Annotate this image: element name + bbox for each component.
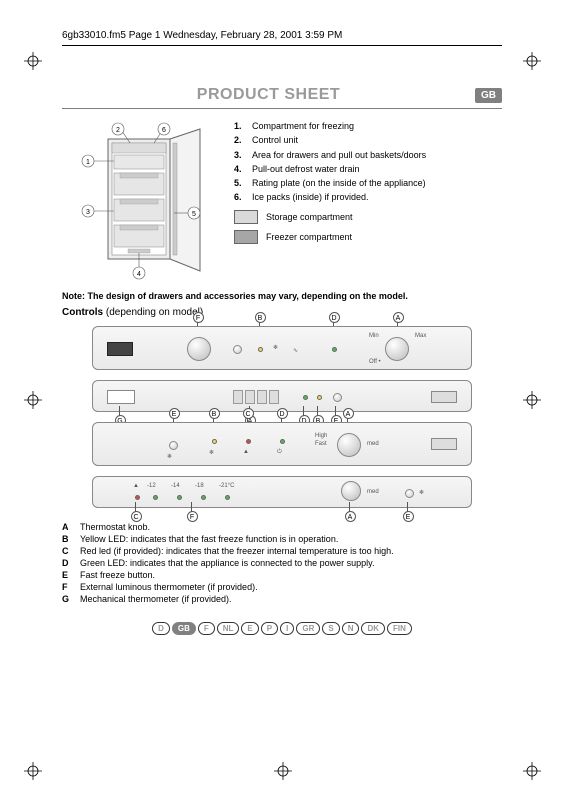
badge-box xyxy=(431,438,457,450)
led-green xyxy=(280,439,285,444)
led-green xyxy=(201,495,206,500)
led-green xyxy=(303,395,308,400)
cropmark-tl xyxy=(24,52,42,70)
control-panels: F B D A ❄ ∿ Min Max Off • xyxy=(62,326,502,508)
legend-storage: Storage compartment xyxy=(234,210,502,224)
part-row: 3.Area for drawers and pull out baskets/… xyxy=(234,150,502,161)
knob-thermostat xyxy=(337,433,361,457)
title-rule xyxy=(62,108,502,109)
badge-box xyxy=(107,390,135,404)
top-section: 1 2 3 4 5 6 1.Compartment for freezing 2… xyxy=(62,121,502,281)
language-pill-p: P xyxy=(261,622,278,635)
file-header: 6gb33010.fm5 Page 1 Wednesday, February … xyxy=(62,30,502,41)
thermometer-display xyxy=(107,342,133,356)
svg-text:5: 5 xyxy=(192,211,196,218)
language-pill-f: F xyxy=(198,622,215,635)
badge-box xyxy=(431,391,457,403)
led-green xyxy=(332,347,337,352)
language-badge: GB xyxy=(475,88,502,103)
legend-freezer: Freezer compartment xyxy=(234,230,502,244)
led-green xyxy=(153,495,158,500)
header-rule xyxy=(62,45,502,46)
part-row: 5.Rating plate (on the inside of the app… xyxy=(234,178,502,189)
part-row: 4.Pull-out defrost water drain xyxy=(234,164,502,175)
language-pill-s: S xyxy=(322,622,339,635)
led-yellow xyxy=(258,347,263,352)
language-pill-fin: FIN xyxy=(387,622,412,635)
language-pill-n: N xyxy=(342,622,360,635)
svg-text:4: 4 xyxy=(137,271,141,278)
legend-row: BYellow LED: indicates that the fast fre… xyxy=(62,534,502,544)
cropmark-mr xyxy=(523,391,541,409)
language-pill-d: D xyxy=(152,622,170,635)
fast-freeze-button xyxy=(169,441,178,450)
language-pill-nl: NL xyxy=(217,622,240,635)
part-row: 1.Compartment for freezing xyxy=(234,121,502,132)
design-note: Note: The design of drawers and accessor… xyxy=(62,291,502,301)
language-pill-gr: GR xyxy=(296,622,320,635)
svg-text:1: 1 xyxy=(86,159,90,166)
led-green xyxy=(177,495,182,500)
led-red xyxy=(246,439,251,444)
legend-row: GMechanical thermometer (if provided). xyxy=(62,594,502,604)
led-yellow xyxy=(317,395,322,400)
part-row: 6.Ice packs (inside) if provided. xyxy=(234,192,502,203)
freezer-diagram: 1 2 3 4 5 6 xyxy=(62,121,222,281)
language-pill-i: I xyxy=(280,622,294,635)
swatch-storage xyxy=(234,210,258,224)
cropmark-tr xyxy=(523,52,541,70)
legend-row: EFast freeze button. xyxy=(62,570,502,580)
cropmark-bl xyxy=(24,762,42,780)
title-row: PRODUCT SHEET GB xyxy=(62,86,502,104)
segment-display xyxy=(233,390,279,404)
swatch-freezer xyxy=(234,230,258,244)
svg-text:6: 6 xyxy=(162,127,166,134)
control-panel-3: E B C D A ❄ ❄ ▲ ⏻ High Fast med xyxy=(92,422,472,466)
page-content: 6gb33010.fm5 Page 1 Wednesday, February … xyxy=(62,30,502,770)
part-row: 2.Control unit xyxy=(234,135,502,146)
language-selector-row: DGBFNLEPIGRSNDKFIN xyxy=(62,622,502,635)
language-pill-gb: GB xyxy=(172,622,196,635)
button-small xyxy=(333,393,342,402)
legend-row: AThermostat knob. xyxy=(62,522,502,532)
control-panel-4: ▲ -12 -14 -18 -21°C med ❄ C F A E xyxy=(92,476,472,508)
knob-thermostat xyxy=(385,337,409,361)
control-panel-1: F B D A ❄ ∿ Min Max Off • xyxy=(92,326,472,370)
led-red xyxy=(135,495,140,500)
svg-text:2: 2 xyxy=(116,127,120,134)
legend-row: DGreen LED: indicates that the appliance… xyxy=(62,558,502,568)
svg-text:3: 3 xyxy=(86,209,90,216)
controls-legend: AThermostat knob. BYellow LED: indicates… xyxy=(62,522,502,604)
fast-freeze-button xyxy=(405,489,414,498)
parts-list: 1.Compartment for freezing 2.Control uni… xyxy=(234,121,502,281)
knob-thermostat xyxy=(341,481,361,501)
language-pill-dk: DK xyxy=(361,622,385,635)
cropmark-ml xyxy=(24,391,42,409)
button-small xyxy=(233,345,242,354)
knob-f xyxy=(187,337,211,361)
controls-heading: Controls (depending on model) xyxy=(62,307,502,318)
cropmark-br xyxy=(523,762,541,780)
led-green xyxy=(225,495,230,500)
legend-row: CRed led (if provided): indicates that t… xyxy=(62,546,502,556)
language-pill-e: E xyxy=(241,622,258,635)
page-title: PRODUCT SHEET xyxy=(62,86,475,104)
legend-row: FExternal luminous thermometer (if provi… xyxy=(62,582,502,592)
led-yellow xyxy=(212,439,217,444)
